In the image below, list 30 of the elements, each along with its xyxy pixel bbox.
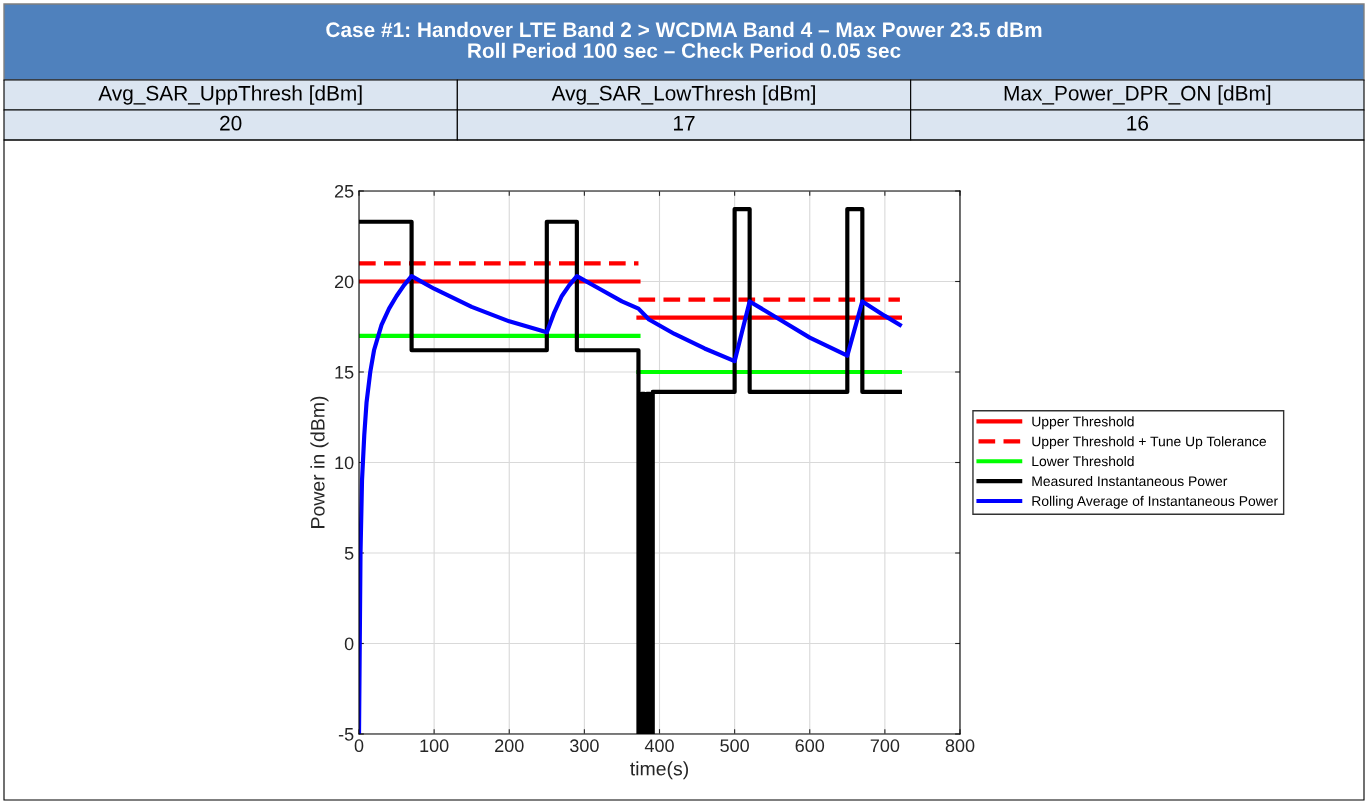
y-tick-label: 15 bbox=[335, 366, 354, 379]
y-axis-title: Power in (dBm) bbox=[310, 396, 329, 528]
y-tick-label: 25 bbox=[334, 184, 354, 198]
text: 17 bbox=[674, 116, 695, 131]
y-tick-label: 20 bbox=[334, 275, 354, 289]
x-tick-label: 800 bbox=[945, 739, 975, 753]
text: Avg_SAR_LowThresh [dBm] bbox=[551, 85, 815, 105]
x-tick-label: 100 bbox=[420, 739, 449, 753]
legend-label: Measured Instantaneous Power bbox=[1032, 475, 1228, 487]
x-tick-label: 300 bbox=[570, 739, 599, 753]
text: Max_Power_DPR_ON [dBm] bbox=[1004, 85, 1271, 105]
x-tick-label: 500 bbox=[720, 739, 749, 753]
text: Avg_SAR_UppThresh [dBm] bbox=[98, 85, 362, 105]
legend-label: Lower Threshold bbox=[1032, 456, 1134, 467]
chart-title: Case #1: Handover LTE Band 2 > WCDMA Band 4 – Max Power 23.5 dBm Roll Period 100 sec – Check Period 0.05 sec bbox=[326, 21, 1042, 59]
y-tick-label: -5 bbox=[338, 728, 354, 741]
legend-label: Upper Threshold + Tune Up Tolerance bbox=[1032, 436, 1267, 450]
x-tick-label: 200 bbox=[495, 739, 524, 753]
x-tick-label: 400 bbox=[644, 739, 674, 753]
text: 16 bbox=[1127, 115, 1149, 131]
x-tick-label: 600 bbox=[795, 739, 825, 753]
y-tick-label: 5 bbox=[344, 547, 354, 560]
text: 20 bbox=[220, 115, 242, 131]
legend-label: Upper Threshold bbox=[1032, 416, 1134, 430]
x-tick-label: 0 bbox=[354, 739, 364, 753]
y-tick-label: 10 bbox=[335, 456, 354, 470]
y-tick-label: 0 bbox=[344, 637, 354, 651]
x-tick-label: 700 bbox=[870, 739, 900, 753]
x-axis-title: time(s) bbox=[630, 761, 688, 780]
legend-label: Rolling Average of Instantaneous Power bbox=[1032, 495, 1278, 509]
